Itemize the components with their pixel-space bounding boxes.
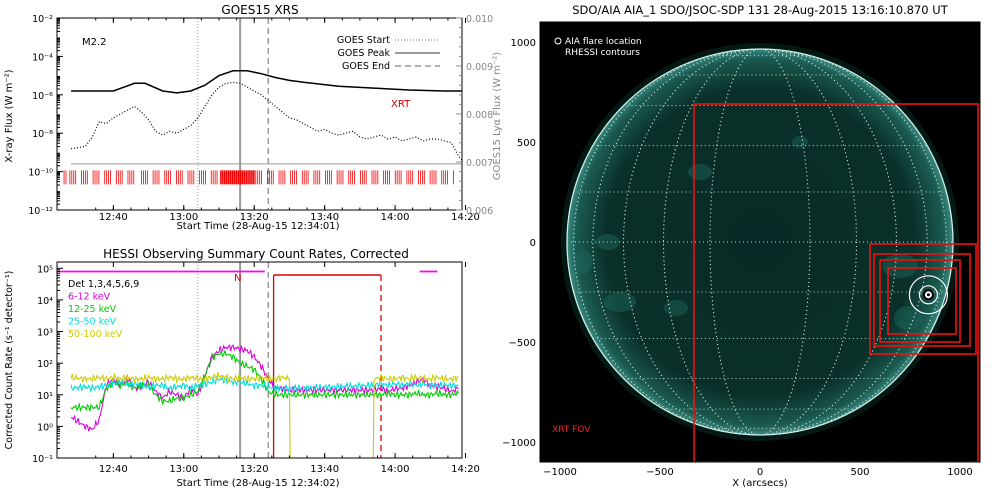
- aia-y-tick-label: 1000: [511, 38, 536, 49]
- longitude-line: [709, 49, 811, 435]
- hessi-x-tick-label: 13:00: [169, 464, 198, 475]
- longitude-line: [573, 49, 947, 435]
- heliographic-grid: [567, 49, 953, 435]
- hessi-legend-label: 25-50 keV: [68, 317, 117, 328]
- hessi-x-tick-label: 14:00: [381, 464, 410, 475]
- goes-right-y-tick-label: 0.009: [466, 62, 493, 73]
- goes-title: GOES15 XRS: [221, 3, 298, 17]
- goes-y-tick-label: 10⁻¹²: [28, 206, 53, 217]
- goes-y-tick-label: 10⁻¹⁰: [28, 168, 53, 179]
- goes-y-tick-label: 10⁻⁸: [32, 129, 53, 140]
- xrt-pointing-box: [873, 253, 971, 347]
- hessi-legend-label: 50-100 keV: [68, 329, 123, 340]
- hessi-series-3: [70, 372, 459, 458]
- hessi-y-tick-label: 10⁰: [37, 422, 53, 433]
- active-region: [604, 292, 636, 312]
- hessi-series-2: [70, 375, 459, 394]
- hessi-legend-label: 12-25 keV: [68, 304, 117, 315]
- flare-location-circle: [908, 275, 949, 315]
- flare-class-label: M2.2: [82, 37, 107, 48]
- aia-legend-rhessi-contours: RHESSI contours: [565, 48, 640, 58]
- hessi-series-1: [70, 350, 459, 413]
- aia-x-tick-label: 500: [850, 467, 869, 478]
- goes-legend-label: GOES Start: [337, 35, 390, 46]
- hessi-legend-label: Det 1,3,4,5,6,9: [68, 279, 139, 290]
- aia-y-tick-label: −500: [509, 338, 536, 349]
- hessi-title: HESSI Observing Summary Count Rates, Cor…: [103, 247, 409, 261]
- xrt-pointing-box: [879, 259, 961, 343]
- hessi-y-tick-label: 10⁻¹: [32, 454, 53, 465]
- goes-right-y-tick-label: 0.007: [466, 158, 493, 169]
- xrt-fov-box: [693, 103, 979, 462]
- goes-y-tick-label: 10⁻²: [32, 14, 53, 25]
- hessi-x-tick-label: 13:40: [310, 464, 339, 475]
- hessi-y-tick-label: 10³: [37, 328, 53, 339]
- longitude-line: [623, 49, 897, 435]
- aia-title: SDO/AIA AIA_1 SDO/JSOC-SDP 131 28-Aug-20…: [572, 3, 948, 17]
- goes-legend-label: GOES End: [342, 61, 390, 72]
- aia-x-tick-label: 0: [757, 467, 763, 478]
- aia-x-tick-label: −1000: [543, 467, 577, 478]
- active-region: [894, 306, 922, 330]
- hessi-y-axis-label: Corrected Count Rate (s⁻¹ detector⁻¹): [4, 271, 15, 450]
- aia-y-tick-label: 0: [530, 238, 536, 249]
- hessi-night-label: N: [234, 273, 241, 284]
- aia-legend-flare-location: AIA flare location: [565, 37, 642, 47]
- goes-x-tick-label: 13:20: [240, 212, 269, 223]
- flare-location-circle: [918, 285, 939, 305]
- aia-y-tick-label: −1000: [502, 438, 536, 449]
- aia-legend: AIA flare location RHESSI contours: [554, 37, 642, 58]
- goes-right-y-tick-label: 0.010: [466, 14, 493, 25]
- goes-x-axis-label: Start Time (28-Aug-15 12:34:01): [176, 221, 339, 232]
- xrt-fov-label: XRT FOV: [552, 425, 591, 435]
- hessi-legend-label: 6-12 keV: [68, 292, 111, 303]
- hessi-x-tick-label: 12:40: [99, 464, 128, 475]
- goes-x-tick-label: 13:00: [169, 212, 198, 223]
- hessi-y-tick-label: 10¹: [37, 391, 53, 402]
- active-region: [688, 164, 712, 180]
- active-region: [664, 300, 688, 316]
- hessi-x-tick-label: 14:20: [451, 464, 480, 475]
- goes-x-tick-label: 14:00: [381, 212, 410, 223]
- aia-image-panel: SDO/AIA AIA_1 SDO/JSOC-SDP 131 28-Aug-20…: [502, 3, 981, 489]
- aia-y-tick-label: 500: [517, 138, 536, 149]
- aia-flare-location-legend-marker: [554, 37, 562, 45]
- hessi-y-tick-label: 10⁵: [37, 264, 53, 275]
- goes-x-tick-label: 14:20: [451, 212, 480, 223]
- active-region: [792, 136, 808, 148]
- goes-xrs-panel: GOES15 XRS 12:40 13:00 13:20 13:40 14:00 14:2…: [4, 3, 503, 232]
- goes-series-0: [71, 70, 462, 94]
- hessi-x-tick-label: 13:20: [240, 464, 269, 475]
- solar-limb: [566, 48, 954, 436]
- goes-x-tick-label: 12:40: [99, 212, 128, 223]
- xrt-pointing-box: [869, 243, 977, 355]
- rhessi-contour-core: [926, 293, 930, 297]
- goes-y-axis-label-right: GOES15 Lyα Flux (W m⁻²): [492, 52, 503, 180]
- hessi-y-tick-label: 10²: [37, 359, 53, 370]
- longitude-line: [592, 49, 928, 435]
- goes-y-tick-label: 10⁻⁴: [32, 52, 53, 63]
- aia-x-tick-label: 1000: [947, 467, 972, 478]
- goes-right-y-tick-label: 0.006: [466, 206, 493, 217]
- hessi-y-tick-label: 10⁴: [37, 296, 53, 307]
- longitude-line: [663, 49, 857, 435]
- hessi-x-axis-label: Start Time (28-Aug-15 12:34:02): [176, 478, 339, 489]
- hessi-panel: HESSI Observing Summary Count Rates, Cor…: [4, 247, 480, 489]
- goes-y-tick-label: 10⁻⁶: [32, 91, 53, 102]
- aia-x-axis-label: X (arcsecs): [732, 478, 788, 489]
- goes-xrt-label: XRT: [391, 99, 411, 110]
- hessi-plot-frame: [56, 261, 463, 459]
- goes-y-axis-label: X-ray Flux (W m⁻²): [4, 69, 15, 162]
- goes-legend-label: GOES Peak: [338, 48, 391, 59]
- aia-x-tick-label: −500: [646, 467, 673, 478]
- xrt-pointing-box: [887, 267, 957, 335]
- goes-x-tick-label: 13:40: [310, 212, 339, 223]
- goes-right-y-tick-label: 0.008: [466, 110, 493, 121]
- goes-legend: GOES Start GOES Peak GOES End: [337, 35, 440, 72]
- active-region: [576, 250, 592, 274]
